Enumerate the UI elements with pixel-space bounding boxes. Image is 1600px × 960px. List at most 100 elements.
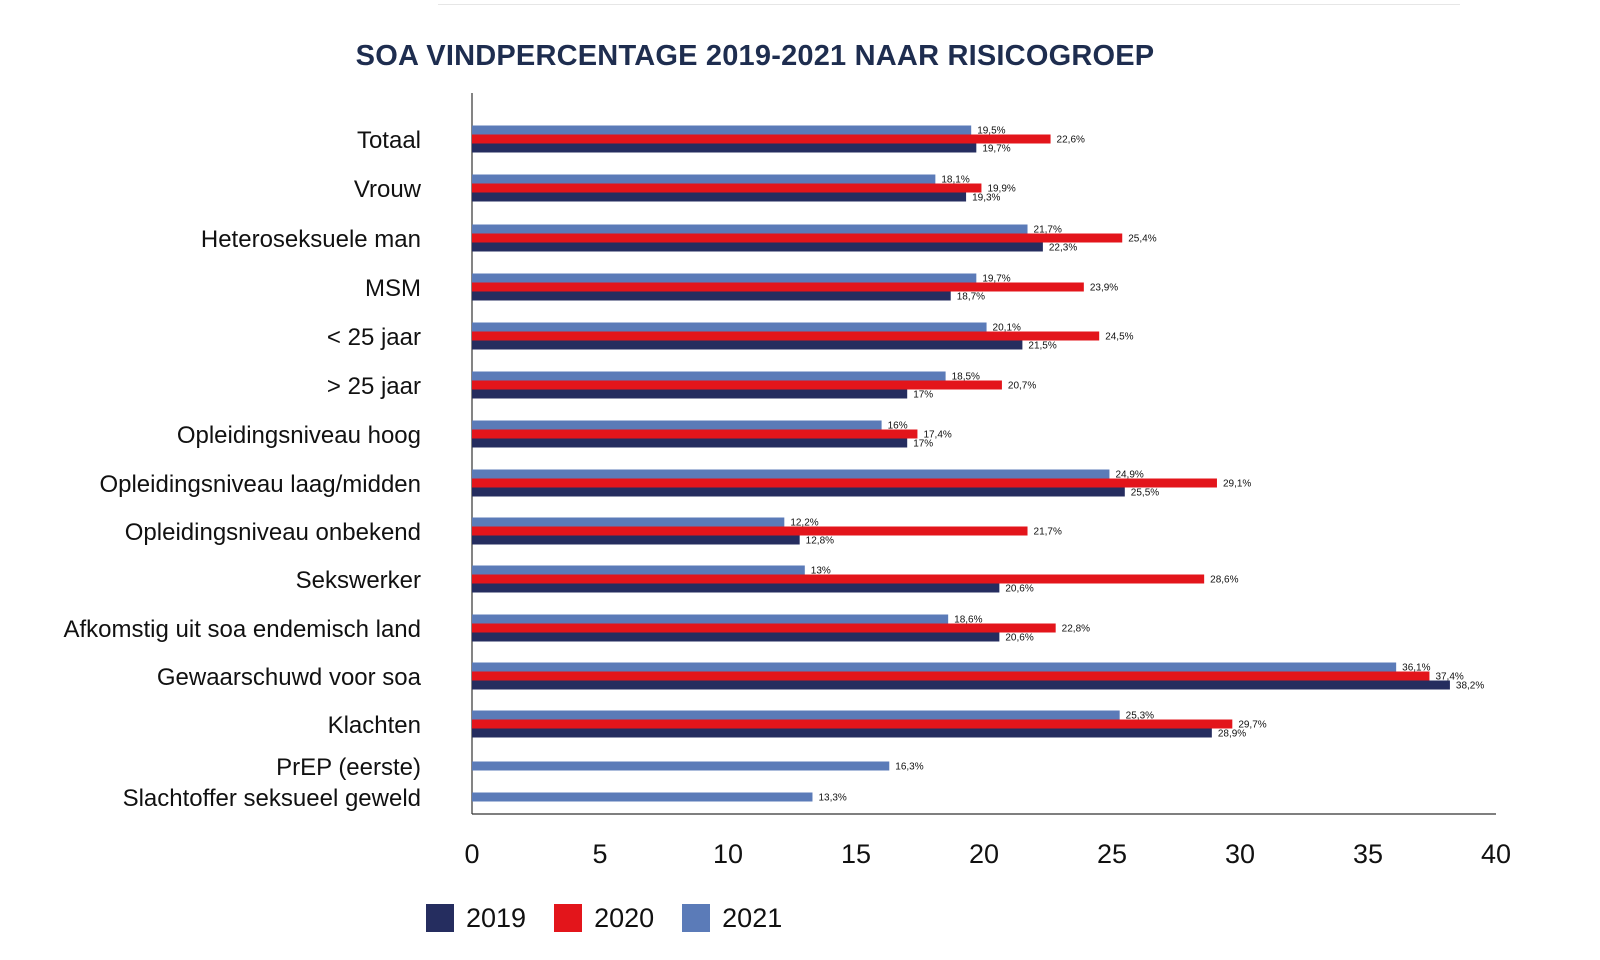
bar-2021 (472, 710, 1120, 720)
data-label-2020: 20,7% (1008, 381, 1036, 392)
data-label-2021: 16% (888, 421, 908, 432)
legend-label-2019: 2019 (466, 902, 527, 933)
data-label-2020: 23,9% (1090, 283, 1118, 294)
bar-2019 (472, 389, 908, 399)
bar-2021 (472, 792, 813, 802)
data-label-2020: 24,5% (1105, 332, 1133, 343)
category-label: Klachten (328, 712, 421, 739)
bar-2021 (472, 517, 785, 527)
bar-2021 (472, 761, 890, 771)
data-label-2019: 25,5% (1131, 488, 1159, 499)
bar-2021 (472, 174, 936, 184)
category-label: Afkomstig uit soa endemisch land (63, 616, 421, 643)
bar-2019 (472, 535, 800, 545)
data-label-2020: 25,4% (1128, 234, 1156, 245)
data-label-2019: 22,3% (1049, 243, 1077, 254)
data-label-2021: 16,3% (895, 762, 923, 773)
legend-item-2020: 2020 (554, 903, 654, 934)
category-label: Opleidingsniveau laag/midden (99, 471, 421, 498)
bar-2020 (472, 282, 1084, 292)
category-label: Sekswerker (296, 567, 421, 594)
category-label: Gewaarschuwd voor soa (157, 664, 422, 691)
data-label-2019: 19,3% (972, 193, 1000, 204)
legend-swatch-2020 (554, 904, 583, 932)
bar-2019 (472, 340, 1023, 350)
bar-2020 (472, 233, 1123, 243)
category-label: Vrouw (354, 176, 422, 203)
bar-2020 (472, 380, 1002, 390)
category-label: Slachtoffer seksueel geweld (123, 785, 421, 812)
data-label-2021: 19,7% (982, 274, 1010, 285)
data-label-2021: 19,5% (977, 126, 1005, 137)
data-label-2021: 21,7% (1034, 225, 1062, 236)
bar-2020 (472, 623, 1056, 633)
data-label-2021: 13,3% (818, 793, 846, 804)
data-label-2020: 22,8% (1062, 624, 1090, 635)
x-tick-label: 15 (841, 839, 871, 869)
data-label-2019: 19,7% (982, 144, 1010, 155)
bar-2019 (472, 583, 1000, 593)
category-label: Totaal (357, 127, 421, 154)
legend-swatch-2021 (682, 904, 711, 932)
data-label-2021: 18,6% (954, 615, 982, 626)
bar-2020 (472, 429, 918, 439)
category-label: PrEP (eerste) (276, 754, 421, 781)
data-label-2020: 29,7% (1238, 720, 1266, 731)
bar-2019 (472, 728, 1212, 738)
data-label-2019: 38,2% (1456, 681, 1484, 692)
data-label-2019: 18,7% (957, 292, 985, 303)
data-label-2020: 22,6% (1057, 135, 1085, 146)
data-label-2019: 28,9% (1218, 729, 1246, 740)
data-label-2019: 21,5% (1028, 341, 1056, 352)
bar-2021 (472, 662, 1397, 672)
bar-2021 (472, 273, 977, 283)
chart-title: SOA VINDPERCENTAGE 2019-2021 NAAR RISICO… (355, 40, 1155, 72)
x-tick-label: 5 (592, 839, 607, 869)
bar-2019 (472, 291, 951, 301)
bar-2021 (472, 565, 805, 575)
data-label-2021: 18,1% (941, 175, 969, 186)
legend-swatch-2019 (426, 904, 454, 932)
category-label: < 25 jaar (327, 324, 421, 351)
bar-2019 (472, 487, 1125, 497)
bar-2020 (472, 671, 1430, 681)
bar-2021 (472, 469, 1110, 479)
bar-2020 (472, 331, 1100, 341)
bar-2019 (472, 242, 1043, 252)
x-tick-label: 30 (1225, 839, 1255, 869)
data-label-2020: 21,7% (1034, 527, 1062, 538)
data-label-2021: 12,2% (790, 518, 818, 529)
bar-2020 (472, 478, 1217, 488)
x-tick-label: 35 (1353, 839, 1383, 869)
data-label-2021: 24,9% (1115, 470, 1143, 481)
category-label: MSM (365, 275, 421, 302)
data-label-2020: 19,9% (987, 184, 1015, 195)
x-tick-label: 0 (464, 839, 479, 869)
data-label-2019: 17% (913, 390, 933, 401)
bar-2020 (472, 183, 982, 193)
data-label-2019: 20,6% (1005, 633, 1033, 644)
bar-2021 (472, 420, 882, 430)
category-label: Heteroseksuele man (201, 226, 421, 253)
bar-2020 (472, 574, 1205, 584)
legend-label-2020: 2020 (594, 902, 655, 933)
data-label-2021: 13% (811, 566, 831, 577)
bar-2021 (472, 371, 946, 381)
x-tick-label: 40 (1481, 839, 1511, 869)
bar-2019 (472, 192, 967, 202)
bar-2020 (472, 526, 1028, 536)
data-label-2020: 17,4% (923, 430, 951, 441)
data-label-2019: 17% (913, 439, 933, 450)
category-label: Opleidingsniveau hoog (177, 422, 421, 449)
bar-2019 (472, 143, 977, 153)
bar-2021 (472, 224, 1028, 234)
data-label-2020: 28,6% (1210, 575, 1238, 586)
bar-2021 (472, 614, 949, 624)
data-label-2019: 20,6% (1005, 584, 1033, 595)
top-divider-line (438, 4, 1460, 5)
x-tick-label: 25 (1097, 839, 1127, 869)
data-label-2020: 37,4% (1435, 672, 1463, 683)
bar-2021 (472, 125, 972, 135)
bar-2020 (472, 719, 1233, 729)
data-label-2021: 36,1% (1402, 663, 1430, 674)
